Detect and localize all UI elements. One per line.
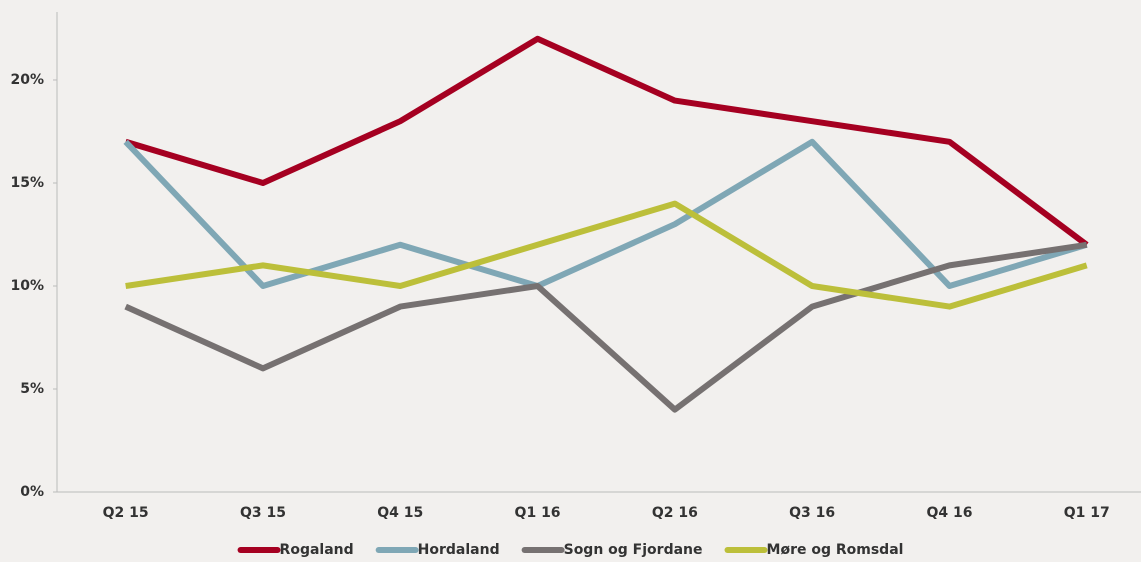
y-tick-label: 15%	[10, 175, 44, 191]
legend-label: Møre og Romsdal	[767, 542, 904, 558]
x-tick-label: Q4 15	[377, 505, 423, 521]
series-line	[124, 241, 1088, 413]
series-line	[123, 138, 1088, 289]
y-tick-label: 5%	[20, 381, 44, 397]
x-tick-label: Q4 16	[926, 505, 972, 521]
legend-label: Sogn og Fjordane	[564, 542, 703, 558]
x-tick-label: Q1 17	[1064, 505, 1110, 521]
series-line	[125, 200, 1088, 310]
x-tick-label: Q3 16	[789, 505, 835, 521]
x-tick-label: Q3 15	[240, 505, 286, 521]
x-tick-label: Q2 15	[103, 505, 149, 521]
y-tick-label: 10%	[10, 278, 44, 294]
y-tick-label: 0%	[20, 484, 44, 500]
legend-label: Hordaland	[418, 542, 500, 558]
legend-label: Rogaland	[280, 542, 354, 558]
series-line	[124, 35, 1089, 248]
x-tick-label: Q1 16	[515, 505, 561, 521]
y-tick-label: 20%	[10, 72, 44, 88]
x-tick-label: Q2 16	[652, 505, 698, 521]
